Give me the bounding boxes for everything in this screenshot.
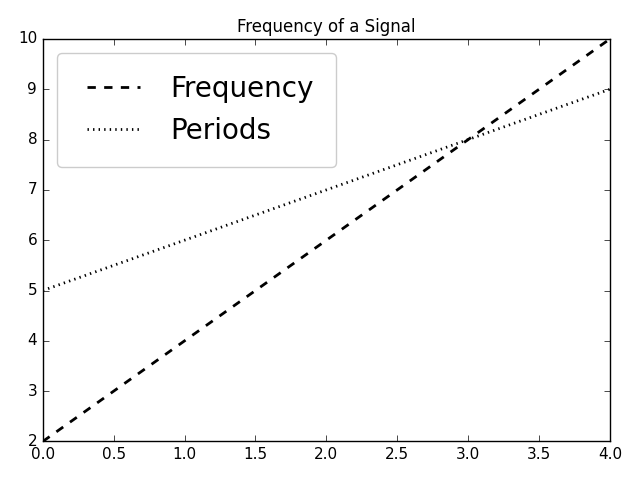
Periods <box>553 105 561 111</box>
Frequency <box>39 439 47 444</box>
Frequency <box>386 192 394 198</box>
Frequency <box>41 437 49 443</box>
Legend: Frequency, Periods: Frequency, Periods <box>57 53 336 167</box>
Line: Periods: Periods <box>43 89 610 290</box>
Frequency <box>376 199 384 204</box>
Title: Frequency of a Signal: Frequency of a Signal <box>237 18 415 36</box>
Frequency <box>374 200 382 206</box>
Frequency <box>553 74 561 80</box>
Frequency <box>517 99 525 105</box>
Periods <box>376 168 384 174</box>
Periods <box>41 287 49 293</box>
Line: Frequency: Frequency <box>43 39 610 442</box>
Periods <box>386 165 394 170</box>
Frequency <box>606 36 614 42</box>
Periods <box>606 86 614 92</box>
Periods <box>374 168 382 174</box>
Periods <box>39 288 47 293</box>
Periods <box>517 118 525 124</box>
